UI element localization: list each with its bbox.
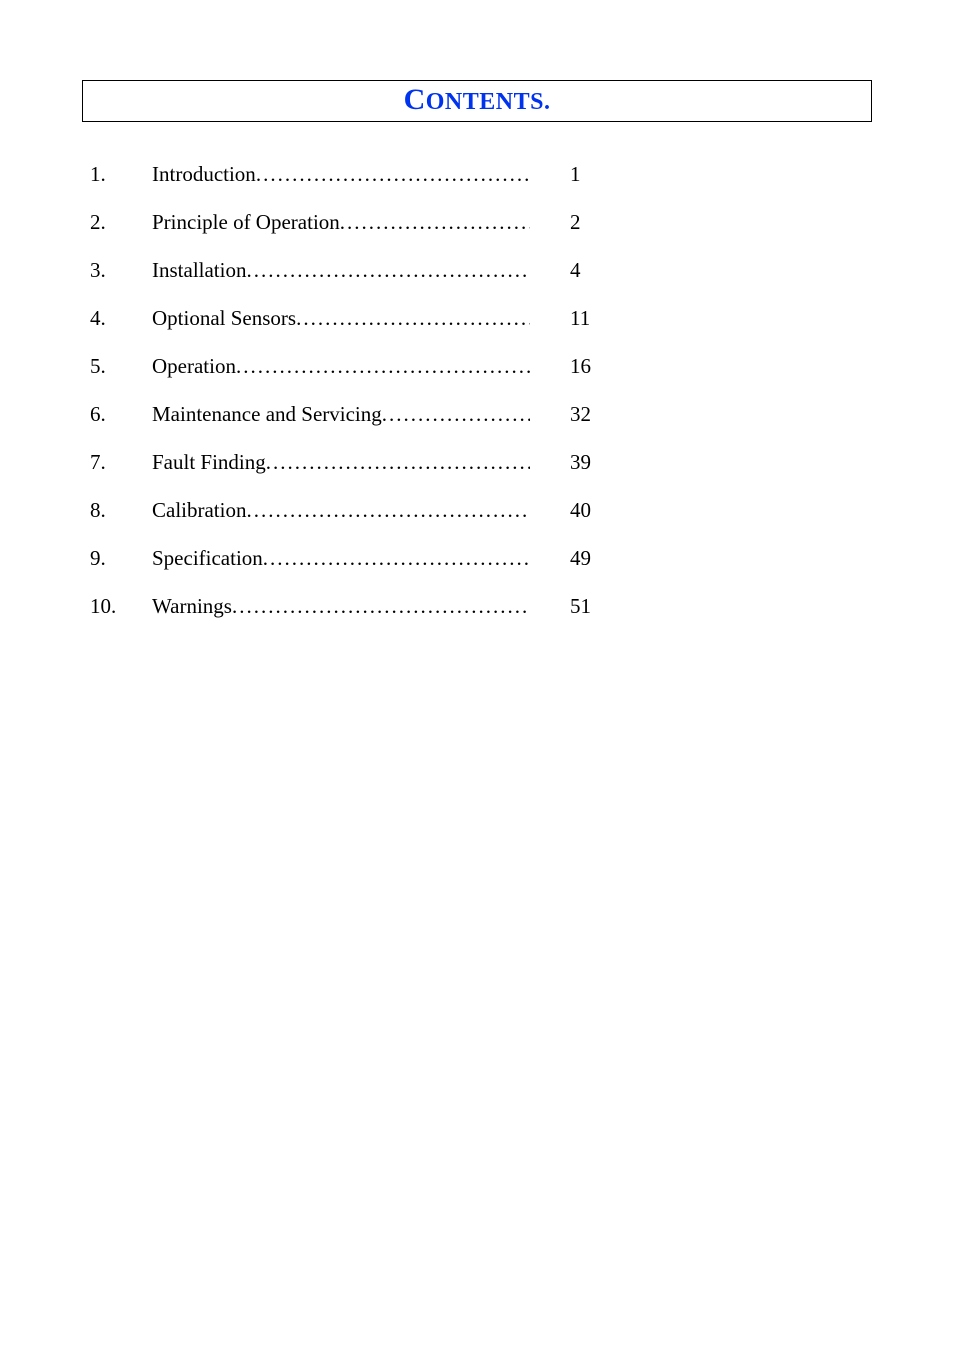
toc-entry: 3. Installation 4 (90, 258, 600, 283)
toc-entry-page: 1 (570, 162, 600, 187)
toc-entry-number: 10. (90, 594, 152, 619)
toc-entry-leader (256, 162, 530, 187)
document-page: CONTENTS. 1. Introduction 1 2. Principle… (0, 0, 954, 1351)
toc-entry-title: Optional Sensors (152, 306, 296, 331)
contents-title-cap: C (404, 83, 426, 116)
toc-entry-number: 4. (90, 306, 152, 331)
toc-entry-page: 4 (570, 258, 600, 283)
contents-title: CONTENTS. (404, 96, 551, 113)
toc-entry-leader (263, 546, 530, 571)
table-of-contents: 1. Introduction 1 2. Principle of Operat… (90, 162, 872, 619)
toc-entry-page: 49 (570, 546, 600, 571)
toc-entry-leader (340, 210, 530, 235)
toc-entry: 8. Calibration 40 (90, 498, 600, 523)
toc-entry-title: Calibration (152, 498, 246, 523)
toc-entry-title: Specification (152, 546, 263, 571)
toc-entry-leader (236, 354, 530, 379)
toc-entry-number: 1. (90, 162, 152, 187)
toc-entry-leader (246, 258, 530, 283)
toc-entry-page: 40 (570, 498, 600, 523)
toc-entry-leader (296, 306, 530, 331)
toc-entry-title: Warnings (152, 594, 232, 619)
toc-entry-leader (382, 402, 530, 427)
toc-entry-number: 9. (90, 546, 152, 571)
contents-title-rest: ONTENTS. (426, 89, 551, 115)
toc-entry-page: 32 (570, 402, 600, 427)
toc-entry-number: 7. (90, 450, 152, 475)
toc-entry: 9. Specification 49 (90, 546, 600, 571)
contents-title-box: CONTENTS. (82, 80, 872, 122)
toc-entry: 4. Optional Sensors 11 (90, 306, 600, 331)
toc-entry-leader (246, 498, 530, 523)
toc-entry-leader (266, 450, 530, 475)
toc-entry-number: 3. (90, 258, 152, 283)
toc-entry-title: Principle of Operation (152, 210, 340, 235)
toc-entry: 1. Introduction 1 (90, 162, 600, 187)
toc-entry: 2. Principle of Operation 2 (90, 210, 600, 235)
toc-entry-title: Fault Finding (152, 450, 266, 475)
toc-entry-number: 5. (90, 354, 152, 379)
toc-entry-number: 8. (90, 498, 152, 523)
toc-entry-title: Introduction (152, 162, 256, 187)
toc-entry-number: 2. (90, 210, 152, 235)
toc-entry-title: Installation (152, 258, 246, 283)
toc-entry-page: 16 (570, 354, 600, 379)
toc-entry: 10. Warnings 51 (90, 594, 600, 619)
toc-entry: 7. Fault Finding 39 (90, 450, 600, 475)
toc-entry-title: Operation (152, 354, 236, 379)
toc-entry-page: 39 (570, 450, 600, 475)
toc-entry: 5. Operation 16 (90, 354, 600, 379)
toc-entry-page: 51 (570, 594, 600, 619)
toc-entry-leader (232, 594, 530, 619)
toc-entry-title: Maintenance and Servicing (152, 402, 382, 427)
toc-entry-page: 2 (570, 210, 600, 235)
toc-entry-number: 6. (90, 402, 152, 427)
toc-entry: 6. Maintenance and Servicing 32 (90, 402, 600, 427)
toc-entry-page: 11 (570, 306, 600, 331)
